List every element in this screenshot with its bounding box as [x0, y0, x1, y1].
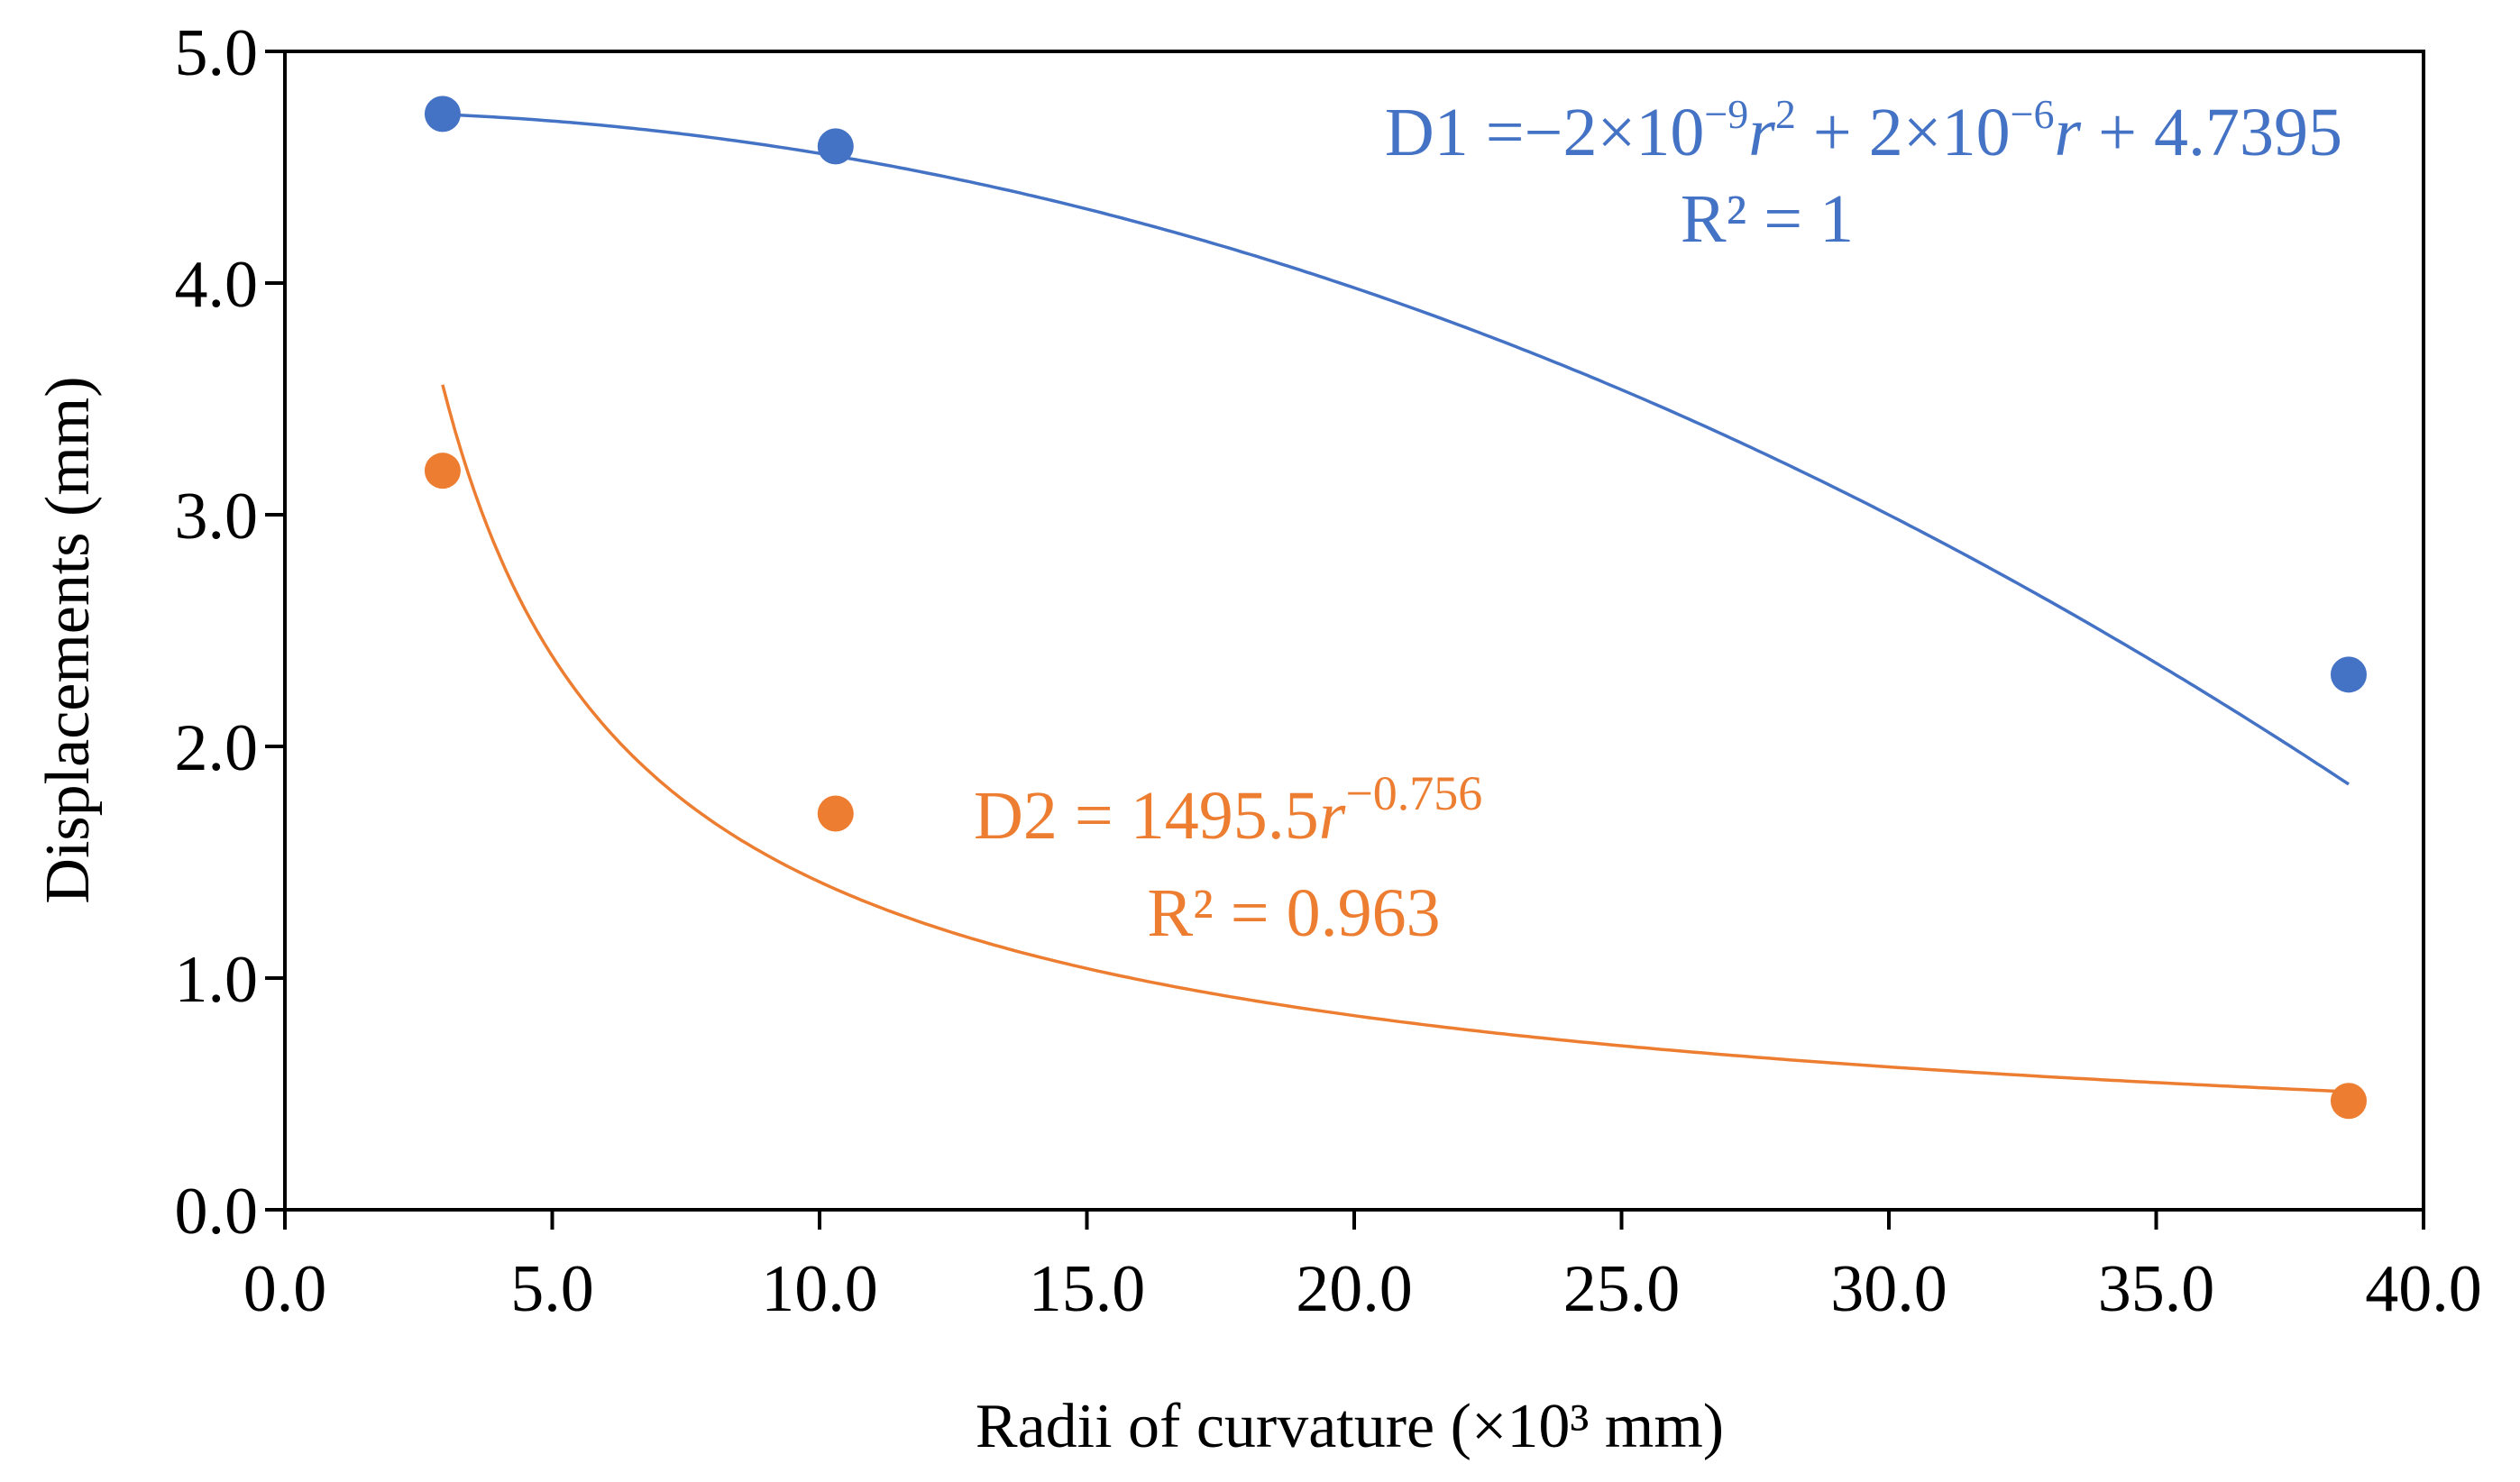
d2-eq-exp: −0.756 [1345, 766, 1482, 820]
x-tick-label: 20.0 [1296, 1252, 1413, 1326]
d1-equation: D1 =−2×10−9r2 + 2×10−6r + 4.7395 [1385, 91, 2342, 170]
x-tick-label: 35.0 [2098, 1252, 2215, 1326]
x-tick-label: 40.0 [2365, 1252, 2482, 1326]
trendline-d2 [441, 384, 2350, 1093]
d2-eq-prefix: D2 = 1495.5 [974, 778, 1319, 854]
d1-eq-pow1: 2 [1775, 91, 1796, 137]
data-point-d1 [424, 96, 461, 133]
x-tick-label: 15.0 [1029, 1252, 1146, 1326]
data-point-d1 [2330, 656, 2367, 693]
y-tick-label: 2.0 [175, 711, 259, 785]
d1-eq-exp1: −9 [1704, 91, 1748, 137]
y-tick-label: 4.0 [175, 248, 259, 322]
data-point-d2 [424, 453, 461, 489]
d1-eq-prefix: D1 =−2×10 [1385, 95, 1704, 170]
x-tick-label: 25.0 [1563, 1252, 1681, 1326]
d1-eq-mid: + 2×10 [1796, 95, 2011, 170]
d2-equation: D2 = 1495.5r−0.756 [974, 766, 1482, 854]
d1-eq-var2: r [2055, 95, 2082, 170]
y-tick-label: 0.0 [175, 1175, 259, 1249]
x-tick-label: 30.0 [1830, 1252, 1947, 1326]
data-point-d2 [2330, 1083, 2367, 1120]
y-tick-label: 1.0 [175, 943, 259, 1017]
data-point-d2 [817, 795, 854, 832]
x-tick-label: 10.0 [761, 1252, 878, 1326]
d2-eq-var: r [1319, 778, 1346, 854]
d1-eq-suffix: + 4.7395 [2081, 95, 2342, 170]
y-tick-label: 3.0 [175, 480, 259, 553]
x-axis-title: Radii of curvature (×10³ mm) [976, 1392, 1724, 1461]
trendline-d1 [442, 113, 2350, 786]
d1-eq-exp2: −6 [2011, 91, 2055, 137]
d2-r2: R² = 0.963 [1147, 875, 1440, 951]
x-tick-label: 5.0 [510, 1252, 594, 1326]
y-axis-title: Displacements (mm) [33, 376, 103, 903]
x-tick-label: 0.0 [243, 1252, 327, 1326]
data-point-d1 [817, 128, 854, 165]
y-tick-label: 5.0 [175, 16, 259, 90]
d1-eq-var1: r [1748, 95, 1775, 170]
d1-r2: R² = 1 [1681, 181, 1854, 257]
